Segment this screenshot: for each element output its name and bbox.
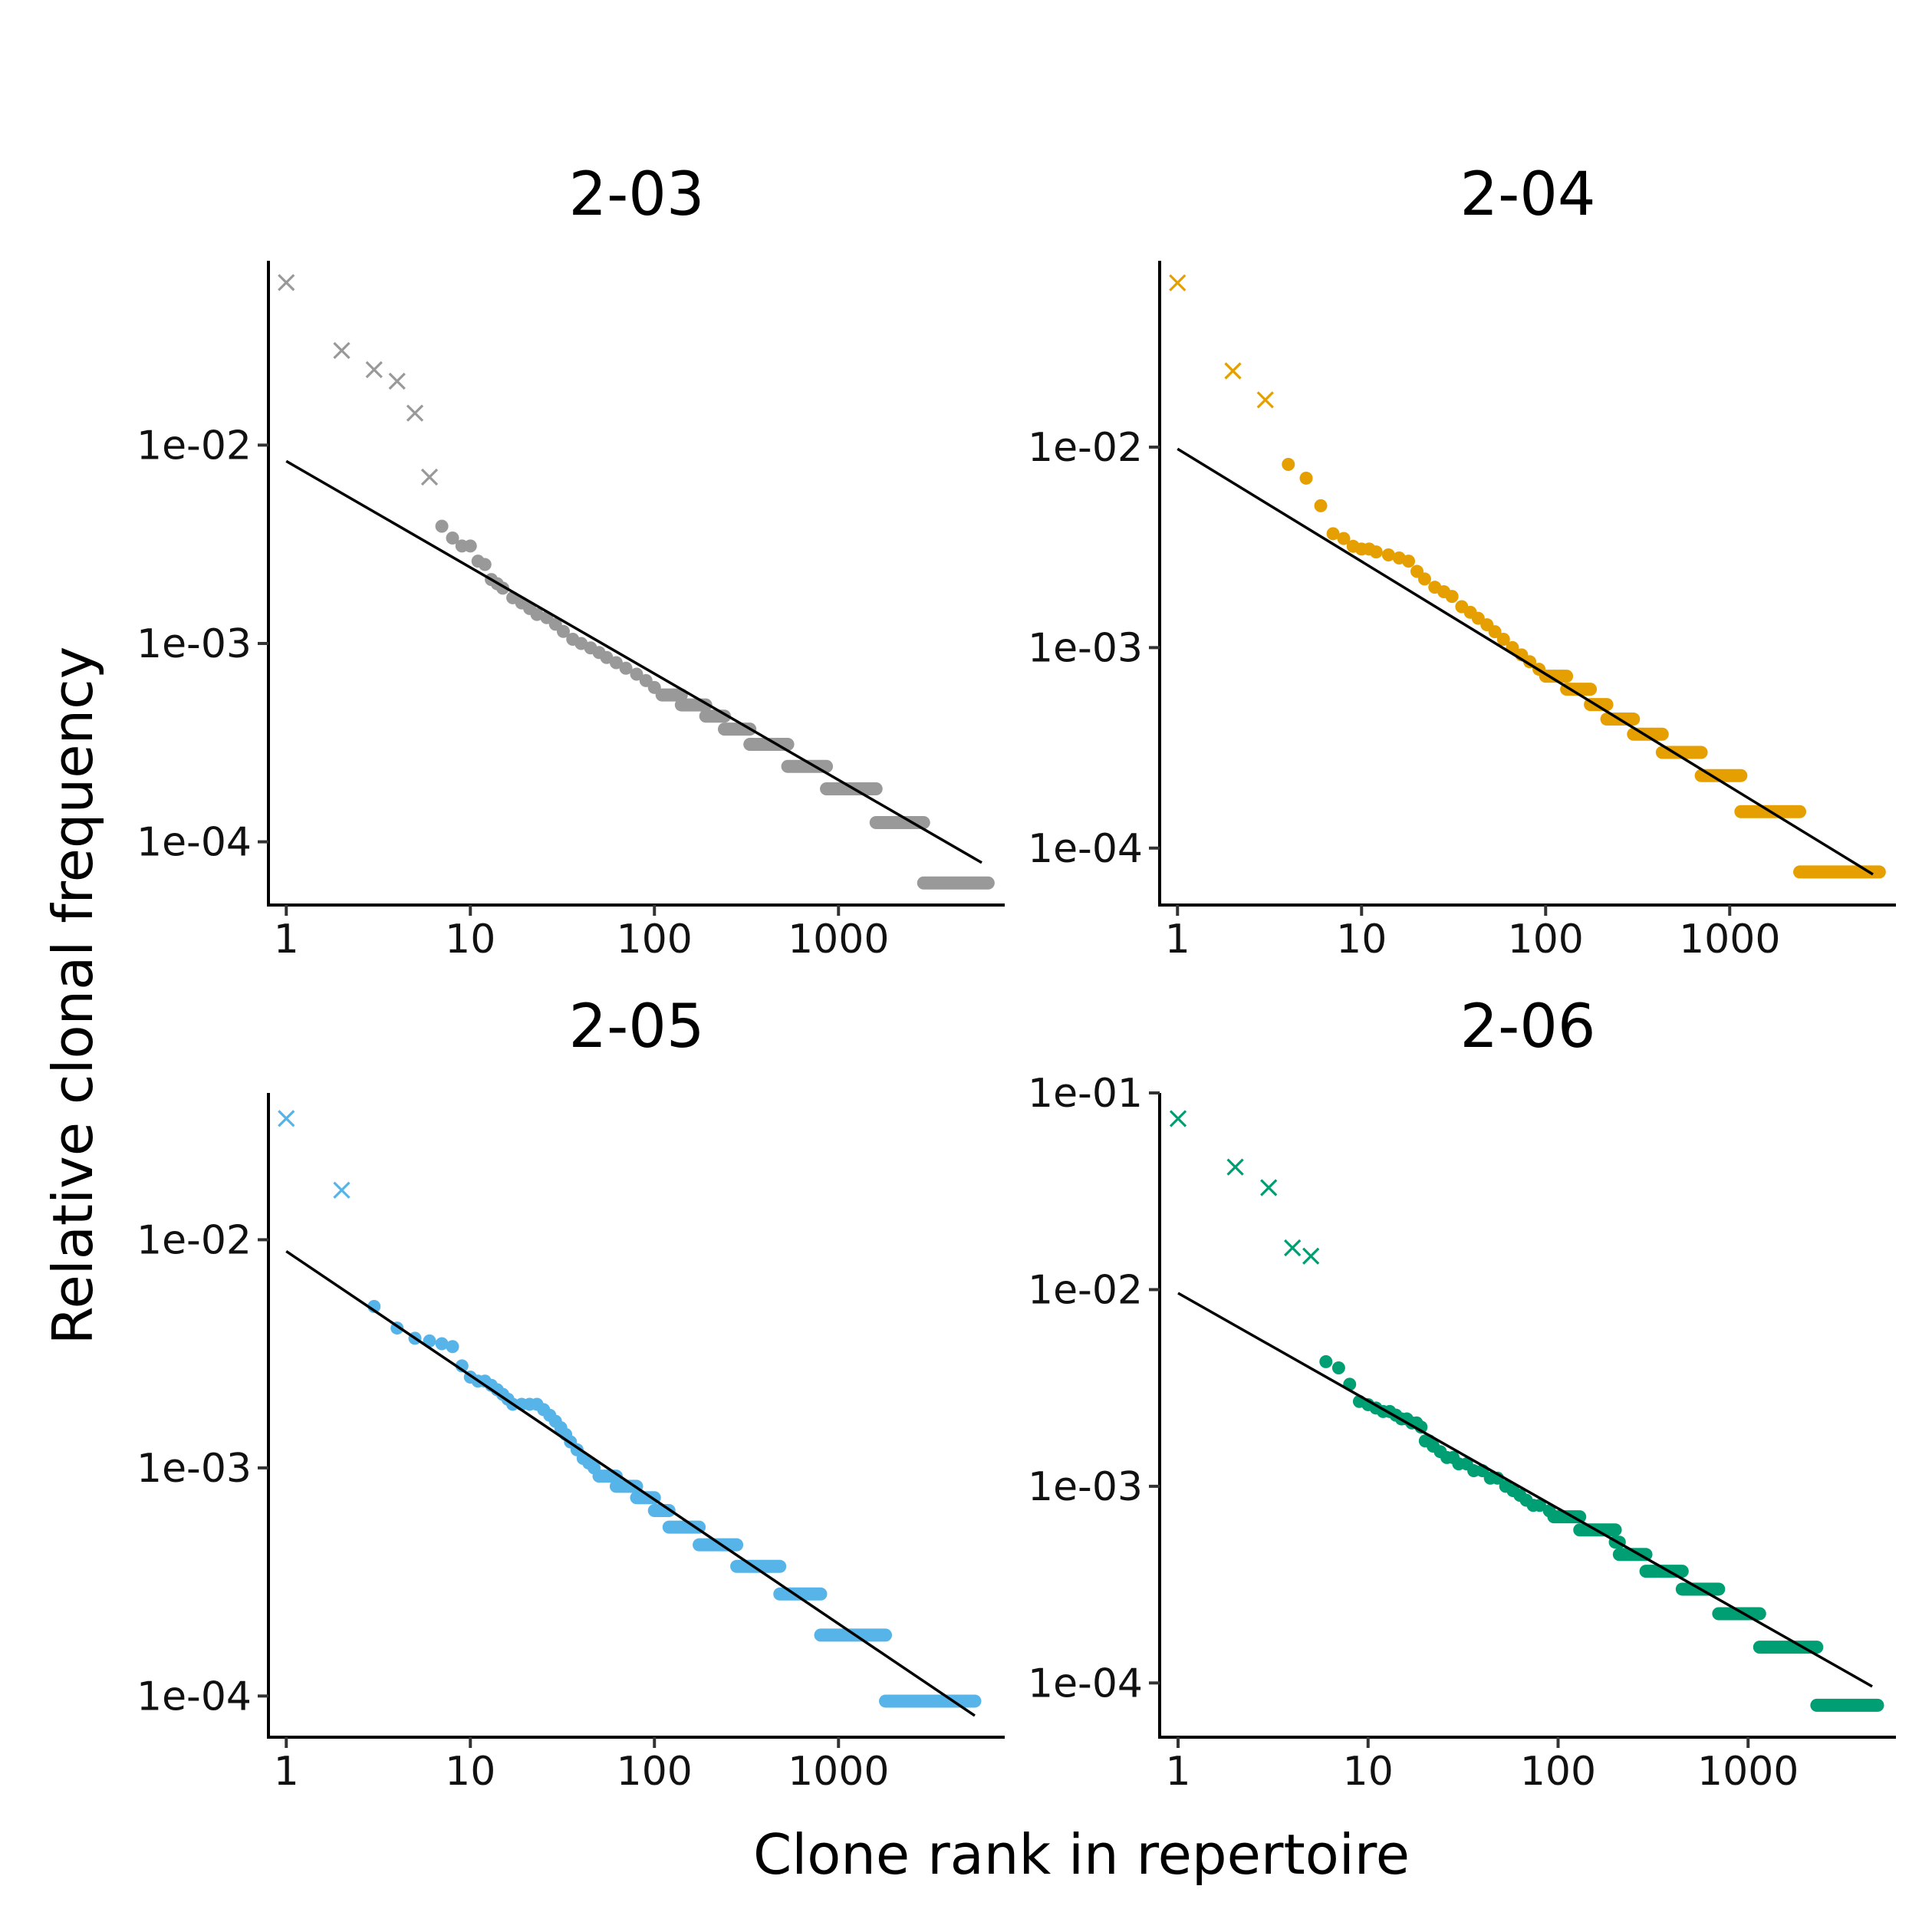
data-point: [1496, 633, 1510, 647]
data-point: [435, 1337, 449, 1351]
data-point: [1381, 548, 1395, 561]
outlier-point: [1169, 1110, 1187, 1127]
y-tick-label: 1e-01: [1028, 1071, 1143, 1117]
panel-4: 2-06 1 10 100 1000 1e-01 1e-02 1e-03 1e-04: [1028, 992, 1896, 1795]
y-axis-title: Relative clonal frequency: [41, 647, 105, 1345]
data-point: [1445, 590, 1459, 604]
data-point: [1282, 457, 1295, 471]
data-point: [446, 1340, 459, 1354]
data-point: [1326, 527, 1340, 541]
panel-title: 2-04: [1460, 160, 1595, 229]
x-tick-label: 1000: [788, 917, 889, 963]
outlier-point: [1224, 362, 1242, 380]
y-tick-label: 1e-04: [137, 1674, 252, 1720]
x-tick-label: 1000: [788, 1749, 889, 1795]
data-point: [1337, 532, 1351, 545]
y-tick-label: 1e-02: [1028, 1267, 1143, 1313]
fit-line: [285, 459, 982, 864]
panel-2: 2-04 1 10 100 1000 1e-02 1e-03 1e-04: [1028, 160, 1896, 963]
y-tick-label: 1e-03: [137, 1446, 252, 1492]
data-point: [600, 650, 614, 664]
outlier-point: [1284, 1239, 1302, 1257]
data-point: [1319, 1354, 1333, 1368]
x-tick-label: 10: [1336, 917, 1387, 963]
outlier-point: [278, 274, 295, 291]
y-tick-label: 1e-02: [137, 423, 252, 469]
data-point: [1299, 471, 1313, 485]
data-point: [619, 661, 633, 675]
outlier-point: [1260, 1179, 1278, 1196]
y-tick-label: 1e-04: [1028, 826, 1143, 872]
data-point: [478, 558, 492, 571]
x-tick-label: 1: [1165, 917, 1190, 963]
panel-title: 2-05: [568, 992, 704, 1061]
x-tick-label: 10: [445, 917, 495, 963]
data-point: [1402, 555, 1416, 568]
data-point: [463, 539, 477, 553]
outlier-point: [1169, 274, 1187, 291]
fit-line: [1177, 1292, 1873, 1688]
data-point: [1314, 499, 1328, 512]
y-tick-label: 1e-03: [137, 621, 252, 667]
panel-title: 2-03: [568, 160, 704, 229]
x-tick-label: 1000: [1679, 917, 1780, 963]
x-tick-label: 1: [1165, 1749, 1190, 1795]
outlier-point: [1256, 391, 1274, 409]
fit-line: [285, 1250, 976, 1717]
data-point: [530, 607, 544, 621]
y-tick-label: 1e-03: [1028, 1464, 1143, 1510]
y-tick-label: 1e-02: [137, 1217, 252, 1263]
data-point: [1488, 625, 1502, 639]
x-axis-title: Clone rank in repertoire: [753, 1822, 1410, 1887]
data-point: [1331, 1361, 1345, 1374]
x-tick-label: 1: [274, 917, 299, 963]
outlier-point: [1302, 1247, 1320, 1265]
x-tick-label: 100: [1508, 917, 1584, 963]
data-point: [609, 656, 623, 670]
outlier-point: [388, 372, 406, 390]
panel-3: 2-05 1 10 100 1000 1e-02 1e-03 1e-04: [137, 992, 1005, 1795]
y-tick-label: 1e-04: [1028, 1660, 1143, 1707]
outlier-point: [278, 1110, 295, 1127]
outlier-point: [406, 404, 424, 422]
panels: 2-03 1 10 100 1000 1e-02 1e-03 1e-04 2-04 1 10 100 1…: [137, 160, 1896, 1795]
x-tick-label: 100: [617, 1749, 693, 1795]
y-tick-label: 1e-02: [1028, 425, 1143, 471]
y-tick-label: 1e-04: [137, 820, 252, 866]
data-point: [1532, 1499, 1546, 1512]
data-point: [435, 519, 449, 533]
x-tick-label: 1: [274, 1749, 299, 1795]
fit-line: [1177, 447, 1874, 876]
panel-title: 2-06: [1460, 992, 1595, 1061]
data-point: [556, 624, 570, 638]
data-point: [1369, 545, 1383, 559]
y-tick-label: 1e-03: [1028, 625, 1143, 671]
panel-1: 2-03 1 10 100 1000 1e-02 1e-03 1e-04: [137, 160, 1005, 963]
data-point: [446, 532, 459, 545]
outlier-point: [333, 341, 351, 360]
outlier-point: [365, 360, 383, 379]
x-tick-label: 10: [445, 1749, 495, 1795]
x-tick-label: 1000: [1697, 1749, 1799, 1795]
data-point: [1417, 572, 1431, 586]
x-tick-label: 100: [1520, 1749, 1596, 1795]
outlier-point: [333, 1181, 351, 1199]
data-point: [630, 667, 643, 681]
x-tick-label: 10: [1343, 1749, 1394, 1795]
outlier-point: [420, 468, 439, 486]
x-tick-label: 100: [617, 917, 693, 963]
outlier-point: [1226, 1158, 1244, 1176]
